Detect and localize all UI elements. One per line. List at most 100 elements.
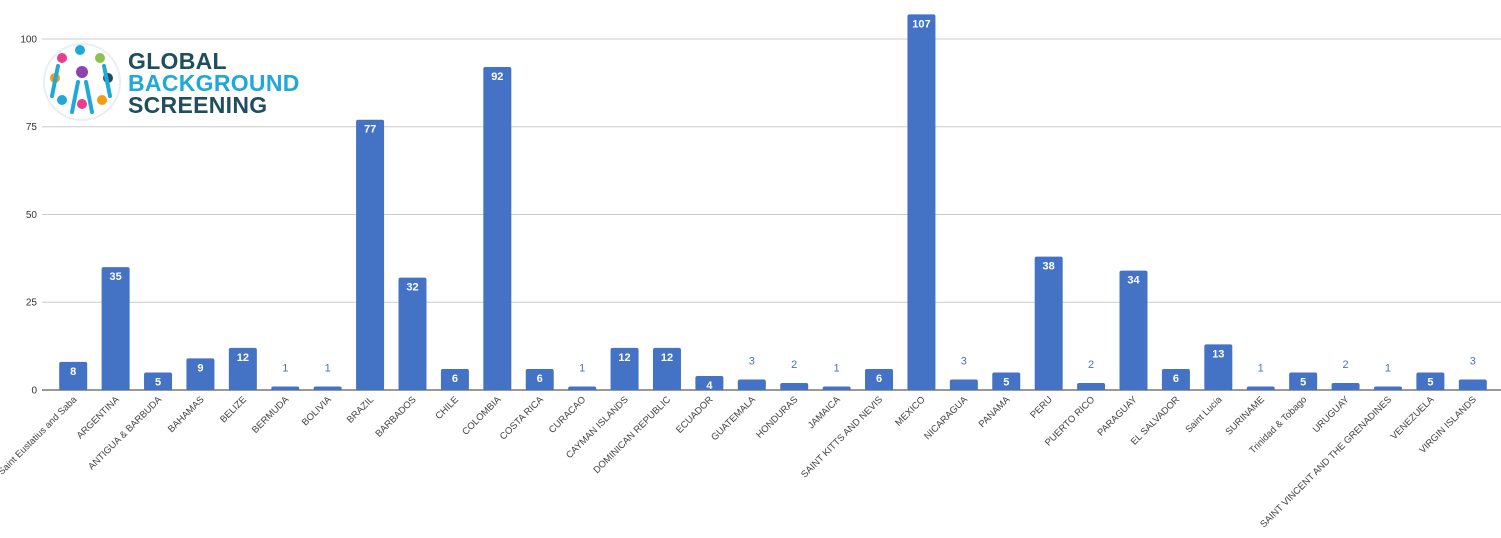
data-label: 32 [406,282,418,294]
logo: GLOBAL BACKGROUND SCREENING [43,43,300,121]
data-label: 13 [1212,348,1224,360]
x-tick-label: URUGUAY [1311,394,1352,435]
bar [398,277,427,390]
x-tick-label: BOLIVIA [300,394,334,428]
x-tick-label: CHILE [433,394,461,422]
data-label: 1 [325,362,331,374]
data-label: 6 [876,373,882,385]
x-tick-label: , Saint Eustatius and Saba [0,394,80,481]
data-label: 35 [109,271,121,283]
data-label: 4 [706,380,713,392]
bar [865,368,894,390]
bar [440,368,469,390]
data-label: 6 [1173,373,1179,385]
data-label: 5 [1003,376,1009,388]
data-label: 2 [1088,359,1094,371]
bar [1289,372,1318,390]
data-label: 1 [282,362,288,374]
bar [101,267,130,390]
x-tick-label: BARBADOS [374,394,419,439]
data-label: 6 [452,373,458,385]
x-tick-label: BRAZIL [345,394,376,425]
y-tick-label: 75 [26,122,38,133]
x-tick-label: DOMINICAN REPUBLIC [591,394,673,476]
x-tick-label: JAMAICA [806,394,843,431]
data-label: 1 [1258,362,1264,374]
x-tick-label: ARGENTINA [75,394,122,441]
bar [1458,379,1487,390]
x-tick-label: SURINAME [1224,394,1267,437]
data-label: 2 [1342,359,1348,371]
logo-figures [50,45,113,114]
bar [1034,256,1063,390]
x-tick-label: PARAGUAY [1096,394,1141,439]
data-label: 12 [618,352,630,364]
bar [1161,368,1190,390]
bar [228,347,257,390]
x-tick-label: MEXICO [893,394,927,428]
bar [271,386,300,390]
x-tick-label: Saint Lucia [1183,394,1225,436]
bar [1246,386,1275,390]
y-tick-label: 100 [20,34,37,45]
bar [483,67,512,391]
logo-text: GLOBAL [128,48,227,74]
bar [822,386,851,390]
x-tick-label: GUATEMALA [709,394,758,443]
x-tick-label: BELIZE [218,394,249,425]
data-label: 1 [1385,362,1391,374]
bar [1373,386,1402,390]
data-label: 3 [961,355,967,367]
bar [186,358,215,390]
bar [144,372,173,390]
logo-globe [43,43,121,121]
y-tick-label: 50 [26,210,38,221]
data-label: 1 [834,362,840,374]
data-label: 1 [579,362,585,374]
bar [610,347,639,390]
bar [313,386,342,390]
x-tick-label: ANTIGUA & BARBUDA [86,394,164,472]
data-label: 5 [1427,376,1433,388]
y-tick-label: 25 [26,298,38,309]
bar [652,347,681,390]
x-tick-label: ECUADOR [674,394,715,435]
data-label: 92 [491,71,503,83]
data-label: 5 [155,376,161,388]
bar [1416,372,1445,390]
x-tick-label: BAHAMAS [166,394,207,435]
x-tick-label: CURACAO [547,394,588,435]
data-label: 77 [364,124,376,136]
bar [737,379,766,390]
bar [1077,382,1106,390]
data-label: 34 [1127,275,1140,287]
x-tick-label: COSTA RICA [498,394,546,442]
x-tick-label: NICARAGUA [922,394,970,442]
bar [695,375,724,390]
bar [356,119,385,391]
data-label: 12 [661,352,673,364]
bar [1119,270,1148,390]
bar [780,382,809,390]
data-label: 6 [537,373,543,385]
x-tick-label: BERMUDA [250,394,292,436]
data-label: 9 [197,362,203,374]
logo-text: BACKGROUND [128,70,300,96]
bar [568,386,597,390]
data-label: 5 [1300,376,1306,388]
data-label: 3 [1470,355,1476,367]
data-label: 38 [1043,261,1055,273]
data-label: 3 [749,355,755,367]
bar [1331,382,1360,390]
x-tick-label: COLOMBIA [460,394,504,438]
data-label: 12 [237,352,249,364]
x-tick-label: PANAMA [977,394,1013,430]
data-label: 2 [791,359,797,371]
x-tick-label: HONDURAS [754,394,800,440]
data-label: 107 [912,18,930,30]
x-tick-label: PERU [1028,394,1055,421]
data-label: 8 [70,366,76,378]
bar [59,361,88,390]
bar [1204,344,1233,390]
